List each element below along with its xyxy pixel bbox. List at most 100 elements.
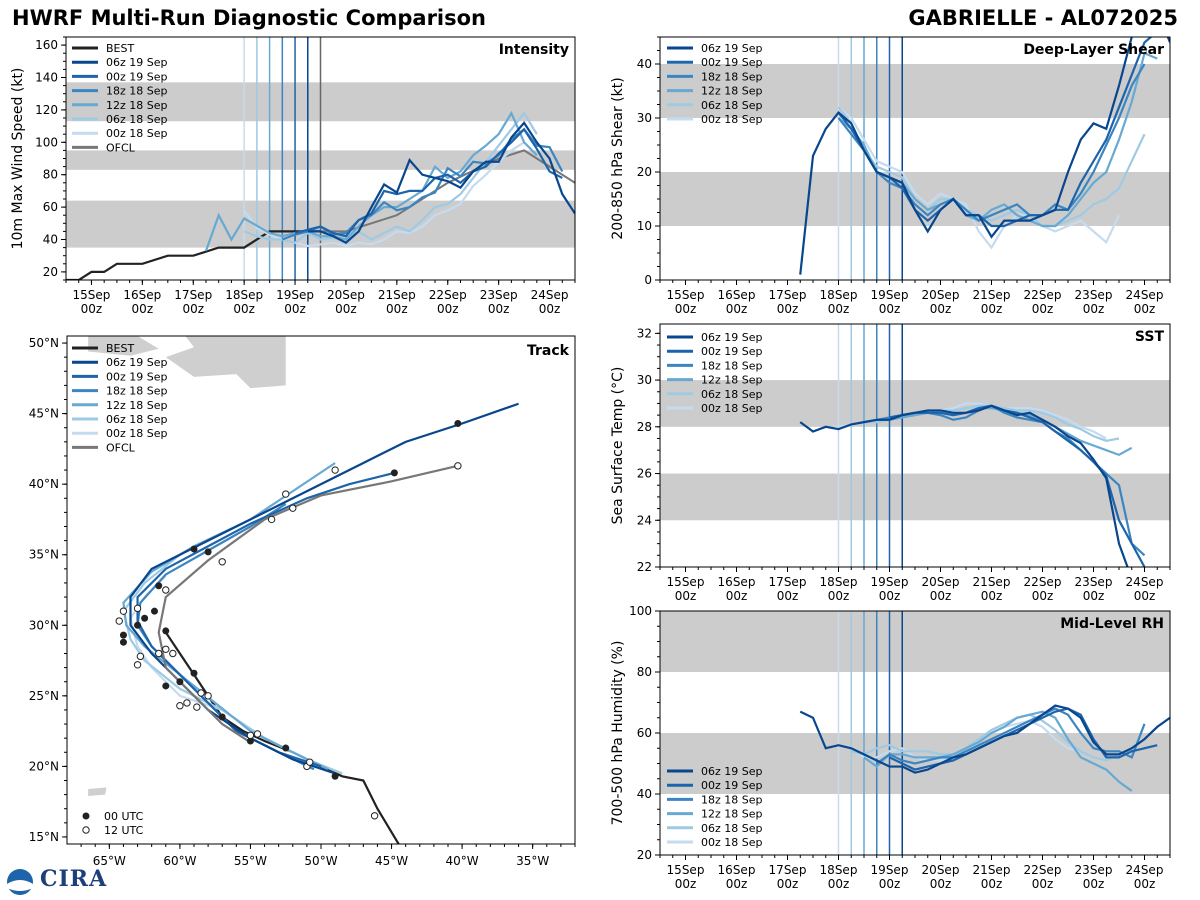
x-tick-label-day: 24Sep <box>1126 575 1164 589</box>
x-tick-label-day: 21Sep <box>973 863 1011 877</box>
legend-label: 12z 18 Sep <box>106 99 168 112</box>
legend-label: 12z 18 Sep <box>701 85 763 98</box>
x-tick-label-hour: 00z <box>1083 589 1105 603</box>
y-tick-label: 30 <box>637 373 652 387</box>
series-line-06z-19-sep <box>799 704 1170 774</box>
marker-12utc <box>331 466 339 474</box>
y-tick-label: 80 <box>43 168 58 182</box>
y-tick-label: 26 <box>637 467 652 481</box>
legend-marker-00utc <box>82 812 90 820</box>
x-tick-label-day: 19Sep <box>276 288 314 302</box>
track-line-00z-19-sep <box>136 471 395 768</box>
plot-area <box>799 37 1170 280</box>
series-line-00z-19-sep <box>889 707 1158 771</box>
marker-12utc <box>218 558 226 566</box>
marker-12utc <box>176 702 184 710</box>
y-tick-label: 20 <box>637 848 652 862</box>
shear-chart: 01020304015Sep00z16Sep00z17Sep00z18Sep00… <box>610 36 1171 316</box>
x-tick-label-day: 17Sep <box>769 288 807 302</box>
legend-label: 00z 19 Sep <box>701 345 763 358</box>
x-tick-label-hour: 00z <box>1083 302 1105 316</box>
marker-12utc <box>119 607 128 615</box>
rh-chart: 2040608010015Sep00z16Sep00z17Sep00z18Sep… <box>610 604 1171 891</box>
landmass <box>88 336 159 356</box>
x-tick-label-hour: 00z <box>1032 877 1054 891</box>
y-tick-label: 20 <box>43 265 58 279</box>
x-tick-label-day: 16Sep <box>718 288 756 302</box>
x-tick-label-hour: 00z <box>488 302 510 316</box>
x-tick-label-day: 22Sep <box>1024 863 1062 877</box>
y-tick-label: 60 <box>43 200 58 214</box>
map-area <box>88 336 519 844</box>
x-tick-label-day: 24Sep <box>1126 288 1164 302</box>
track-line-06z-19-sep <box>129 402 519 775</box>
y-tick-label: 28 <box>637 420 652 434</box>
marker-12utc <box>204 692 212 700</box>
legend-label: 00z 18 Sep <box>701 402 763 415</box>
series-line-12z-18-sep <box>204 110 538 252</box>
x-tick-label-day: 17Sep <box>769 863 807 877</box>
legend-label: 00z 19 Sep <box>106 70 168 83</box>
y-tick-label: 40 <box>43 233 58 247</box>
x-tick-label-day: 20Sep <box>922 288 960 302</box>
x-tick-label-hour: 00z <box>981 877 1003 891</box>
y-tick-label: 40 <box>637 57 652 71</box>
series-line-06z-19-sep <box>799 404 1129 567</box>
y-axis-label: 10m Max Wind Speed (kt) <box>10 68 26 250</box>
series-line-06z-18-sep <box>837 106 1146 228</box>
legend-label: 06z 18 Sep <box>106 113 168 126</box>
y-axis-label: Sea Surface Temp (°C) <box>610 367 626 525</box>
shaded-band <box>660 473 1170 521</box>
legend-label: 18z 18 Sep <box>106 85 168 98</box>
series-line-12z-18-sep <box>863 710 1133 792</box>
x-tick-label-hour: 00z <box>1134 877 1156 891</box>
legend-label: BEST <box>106 42 134 55</box>
marker-12utc <box>253 730 262 738</box>
series-line-18z-18-sep <box>837 63 1146 222</box>
x-tick-label: 50°W <box>304 854 337 868</box>
x-tick-label-hour: 00z <box>132 302 154 316</box>
legend-label: 06z 19 Sep <box>106 56 168 69</box>
x-tick-label-hour: 00z <box>675 589 697 603</box>
legend-label: OFCL <box>106 141 136 154</box>
x-tick-label-hour: 00z <box>879 589 901 603</box>
legend-label: 00z 18 Sep <box>106 427 168 440</box>
legend-marker-12utc <box>82 826 90 834</box>
marker-12utc <box>169 649 177 658</box>
x-tick-label-hour: 00z <box>777 302 799 316</box>
legend-label: 00 UTC <box>104 810 144 823</box>
legend-label: 00z 19 Sep <box>106 370 168 383</box>
y-tick-label: 160 <box>35 38 58 52</box>
x-tick-label-day: 15Sep <box>667 288 705 302</box>
marker-00utc <box>162 627 170 635</box>
x-tick-label-hour: 00z <box>81 302 103 316</box>
x-tick-label-hour: 00z <box>879 302 901 316</box>
legend-label: 06z 19 Sep <box>106 356 168 369</box>
y-tick-label: 100 <box>629 604 652 618</box>
series-line-06z-19-sep <box>307 121 575 245</box>
x-tick-label-hour: 00z <box>726 589 748 603</box>
marker-12utc <box>183 699 191 707</box>
marker-12utc <box>282 490 290 498</box>
x-tick-label-hour: 00z <box>777 877 799 891</box>
x-tick-label-hour: 00z <box>726 877 748 891</box>
x-tick-label-day: 16Sep <box>718 575 756 589</box>
x-tick-label-hour: 00z <box>879 877 901 891</box>
x-tick-label-day: 23Sep <box>480 288 518 302</box>
series-line-06z-19-sep <box>799 37 1170 275</box>
x-tick-label: 35°W <box>516 854 549 868</box>
legend-label: 18z 18 Sep <box>701 793 763 806</box>
x-tick-label-hour: 00z <box>1134 589 1156 603</box>
marker-00utc <box>190 669 198 677</box>
x-tick-label-day: 20Sep <box>327 288 365 302</box>
legend-label: 12 UTC <box>104 824 144 837</box>
marker-00utc <box>119 638 127 646</box>
y-tick-label: 30°N <box>29 618 59 632</box>
x-tick-label-day: 18Sep <box>820 288 858 302</box>
y-tick-label: 20°N <box>29 759 59 773</box>
marker-00utc <box>246 737 254 745</box>
series-line-00z-18-sep <box>837 106 1120 250</box>
legend-label: 06z 18 Sep <box>701 99 763 112</box>
marker-12utc <box>267 515 276 524</box>
legend-label: BEST <box>106 342 134 355</box>
